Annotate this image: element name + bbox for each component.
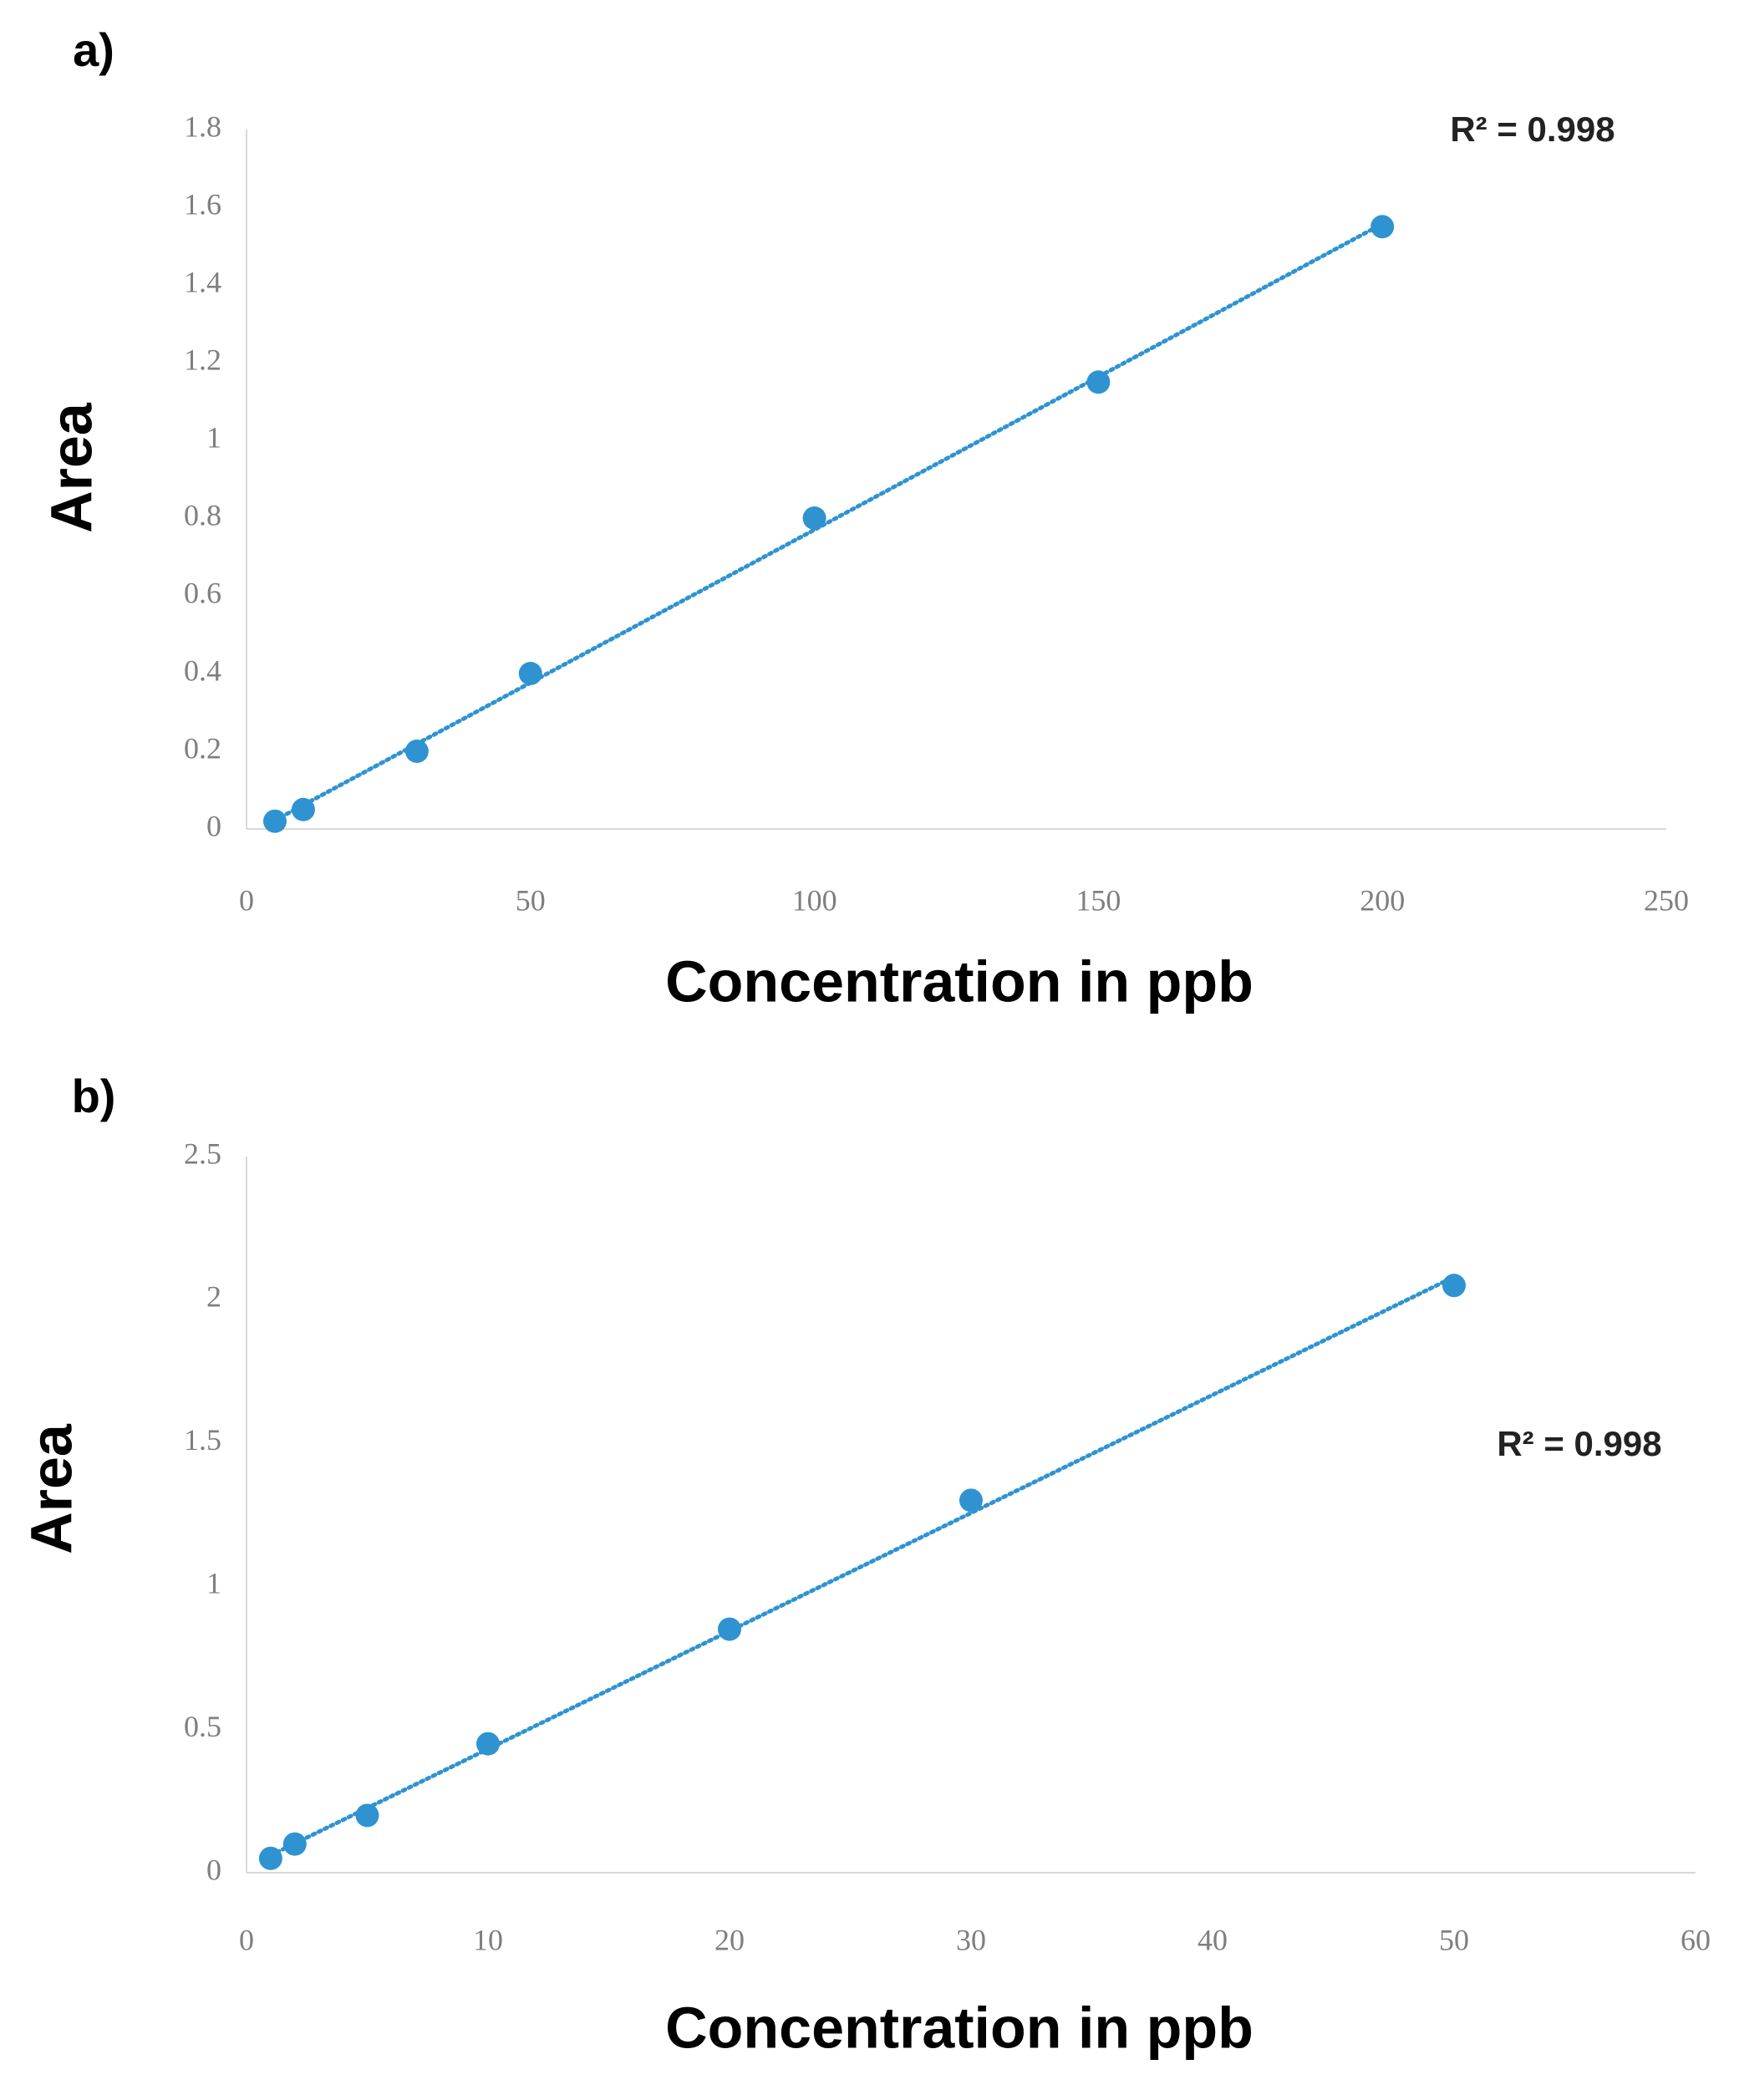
x-tick-label: 30 (956, 1923, 986, 1956)
y-tick-label: 0.4 (184, 653, 221, 687)
data-point (1370, 215, 1395, 239)
data-point (802, 506, 826, 530)
annotation: R² = 0.998 (1497, 1424, 1661, 1463)
data-point (262, 809, 287, 833)
y-tick-label: 2.5 (184, 1136, 221, 1170)
data-point (258, 1846, 282, 1870)
data-point (291, 797, 315, 821)
panel-label: a) (73, 23, 114, 76)
data-point (1086, 370, 1111, 394)
data-point (404, 740, 429, 763)
y-tick-label: 1 (206, 1566, 221, 1599)
data-point (718, 1617, 741, 1641)
x-axis-title: Concentration in ppb (665, 1995, 1253, 2060)
y-tick-label: 0.8 (184, 498, 221, 531)
data-point (355, 1803, 379, 1828)
data-point (1442, 1274, 1466, 1298)
trendline (272, 221, 1385, 823)
x-tick-label: 0 (239, 883, 254, 917)
x-tick-label: 60 (1681, 1923, 1711, 1956)
y-tick-label: 1.6 (184, 187, 221, 221)
y-tick-label: 1.5 (184, 1423, 221, 1457)
x-tick-label: 200 (1360, 883, 1405, 917)
x-tick-label: 100 (792, 883, 837, 917)
y-tick-label: 1.4 (184, 265, 221, 298)
x-tick-label: 20 (714, 1923, 745, 1956)
x-tick-label: 0 (239, 1923, 254, 1956)
y-tick-label: 0 (206, 1853, 221, 1886)
y-tick-label: 0.5 (184, 1710, 221, 1743)
data-point (518, 662, 542, 685)
y-axis-title: Area (38, 402, 104, 533)
panel-label: b) (72, 1070, 116, 1122)
x-tick-label: 40 (1197, 1923, 1228, 1956)
x-tick-label: 10 (473, 1923, 503, 1956)
x-tick-label: 150 (1075, 883, 1121, 917)
y-tick-label: 1 (206, 420, 221, 454)
trendline (268, 1274, 1457, 1858)
data-point (282, 1832, 307, 1856)
y-axis-title: Area (18, 1423, 84, 1554)
y-tick-label: 1.2 (184, 343, 221, 376)
x-tick-label: 250 (1644, 883, 1689, 917)
x-tick-label: 50 (1439, 1923, 1469, 1956)
y-tick-label: 1.8 (184, 109, 221, 143)
y-tick-label: 0.2 (184, 731, 221, 765)
y-tick-label: 2 (206, 1280, 221, 1314)
x-tick-label: 50 (516, 883, 546, 917)
annotation: R² = 0.998 (1450, 109, 1614, 149)
y-tick-label: 0 (206, 809, 221, 842)
data-point (959, 1488, 983, 1513)
y-tick-label: 0.6 (184, 576, 221, 609)
x-axis-title: Concentration in ppb (665, 948, 1253, 1014)
data-point (476, 1731, 500, 1756)
